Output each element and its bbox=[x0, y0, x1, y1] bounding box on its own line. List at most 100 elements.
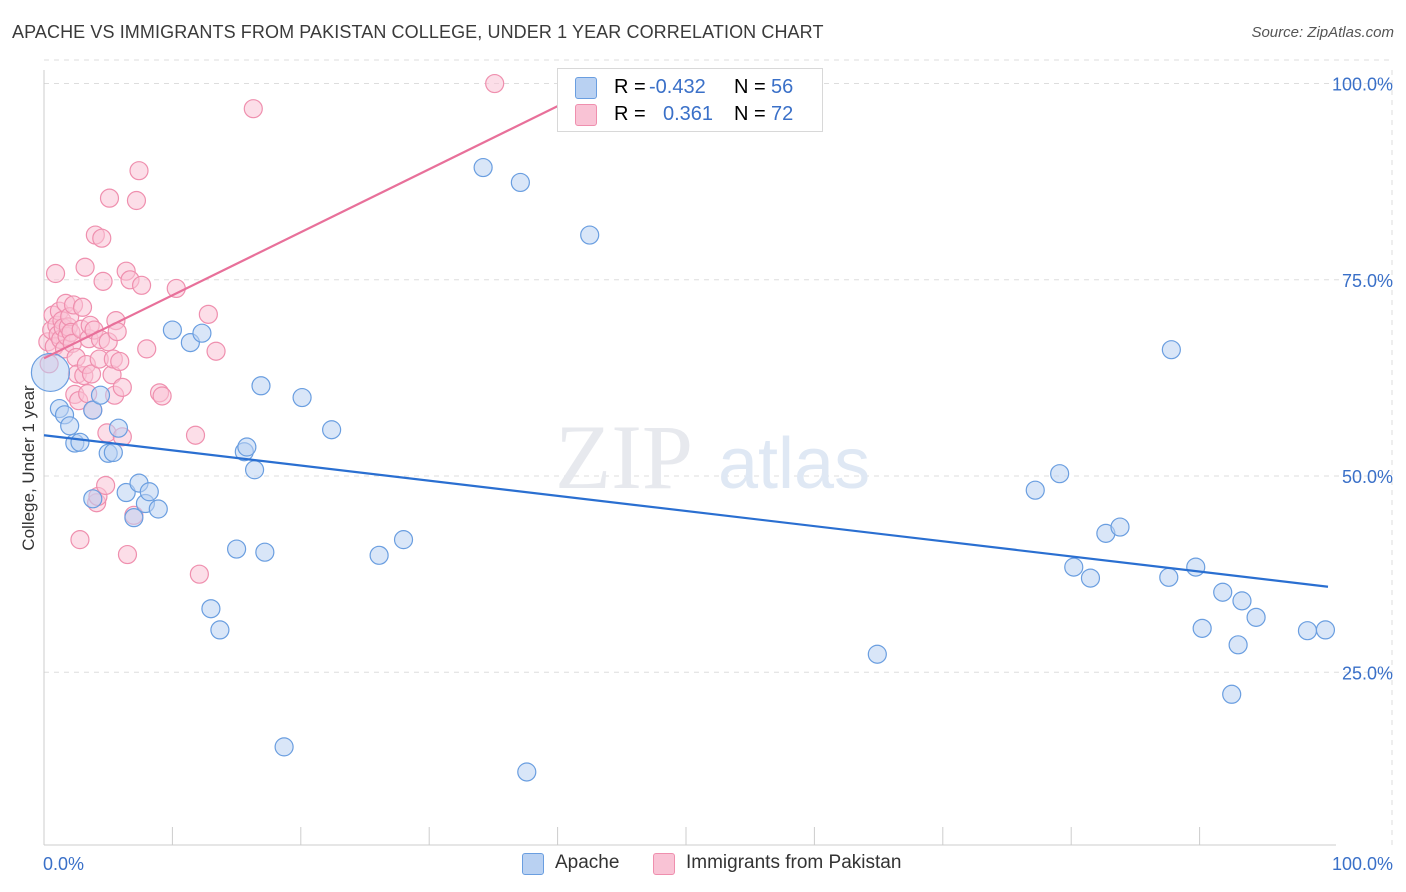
y-tick-label: 75.0% bbox=[1342, 271, 1393, 291]
apache-point bbox=[227, 539, 247, 559]
legend-swatch-apache bbox=[575, 77, 597, 99]
apache-point bbox=[1159, 567, 1179, 587]
apache-point bbox=[210, 620, 230, 640]
pakistan-point bbox=[81, 364, 102, 384]
pakistan-point bbox=[206, 341, 226, 361]
x-tick-label: 0.0% bbox=[43, 854, 84, 874]
legend-n-label-pakistan: N = bbox=[734, 103, 766, 125]
pakistan-point bbox=[129, 161, 149, 181]
apache-point bbox=[148, 499, 168, 519]
watermark-atlas: atlas bbox=[718, 424, 870, 504]
apache-point bbox=[517, 762, 537, 782]
pakistan-trend-line bbox=[43, 104, 560, 360]
chart-title: APACHE VS IMMIGRANTS FROM PAKISTAN COLLE… bbox=[12, 22, 824, 42]
watermark-zip: ZIP bbox=[555, 406, 693, 508]
apache-point bbox=[255, 542, 275, 562]
pakistan-point bbox=[131, 275, 152, 295]
pakistan-point bbox=[185, 425, 206, 445]
legend-n-value-pakistan: 72 bbox=[771, 103, 794, 125]
apache-point bbox=[1228, 635, 1248, 655]
axis-layer bbox=[43, 70, 1336, 846]
pakistan-point bbox=[166, 278, 186, 299]
apache-point bbox=[1064, 557, 1084, 577]
pakistan-point bbox=[99, 188, 120, 208]
y-tick-label: 50.0% bbox=[1342, 467, 1393, 487]
apache-point bbox=[1232, 591, 1252, 611]
y-tick-label: 25.0% bbox=[1342, 663, 1393, 683]
legend-box: R = -0.432 N = 56 R = 0.361 N = 72 bbox=[557, 68, 823, 132]
apache-point bbox=[274, 737, 294, 757]
pakistan-point bbox=[117, 544, 138, 565]
legend-n-label-apache: N = bbox=[734, 76, 766, 98]
apache-point bbox=[70, 432, 90, 452]
apache-point bbox=[1025, 480, 1045, 500]
apache-point bbox=[83, 400, 103, 420]
apache-point bbox=[244, 460, 265, 480]
pakistan-point bbox=[112, 377, 132, 397]
apache-trend-line bbox=[43, 434, 1329, 588]
apache-point bbox=[369, 545, 389, 565]
pakistan-point bbox=[198, 304, 218, 324]
chart-source: Source: ZipAtlas.com bbox=[1251, 24, 1394, 41]
pakistan-point bbox=[96, 475, 116, 496]
apache-point bbox=[1222, 684, 1242, 704]
apache-point bbox=[30, 352, 71, 393]
pakistan-point bbox=[126, 190, 147, 211]
apache-point bbox=[60, 416, 80, 436]
pakistan-point bbox=[137, 339, 157, 359]
apache-point bbox=[393, 530, 414, 550]
apache-point bbox=[322, 420, 342, 440]
legend-r-label-pakistan: R = bbox=[614, 103, 646, 125]
apache-point bbox=[1080, 568, 1101, 588]
apache-point bbox=[1161, 340, 1181, 360]
y-tick-label: 100.0% bbox=[1332, 75, 1393, 95]
apache-point bbox=[83, 489, 103, 509]
apache-point bbox=[1192, 618, 1212, 638]
apache-point bbox=[108, 418, 129, 438]
apache-point bbox=[201, 599, 221, 619]
apache-point bbox=[139, 482, 159, 502]
pakistan-point bbox=[72, 297, 93, 317]
bottom-legend-swatch-apache bbox=[522, 853, 544, 875]
pakistan-point bbox=[93, 271, 113, 291]
pakistan-point bbox=[485, 73, 505, 94]
pakistan-point bbox=[75, 257, 95, 277]
apache-point bbox=[473, 157, 493, 178]
pakistan-point bbox=[110, 351, 130, 372]
pakistan-point bbox=[92, 228, 112, 248]
points-pakistan bbox=[38, 73, 505, 584]
trend-layer bbox=[43, 104, 1329, 588]
apache-point bbox=[1246, 607, 1266, 627]
apache-point bbox=[237, 437, 257, 457]
apache-point bbox=[251, 376, 271, 396]
points-apache bbox=[30, 157, 1336, 782]
apache-point bbox=[1110, 517, 1130, 537]
apache-point bbox=[867, 644, 887, 664]
legend-r-label-apache: R = bbox=[614, 76, 646, 98]
pakistan-point bbox=[70, 530, 90, 550]
grid-layer bbox=[44, 59, 1393, 845]
x-tick-label: 100.0% bbox=[1332, 854, 1393, 874]
apache-point bbox=[192, 323, 212, 343]
apache-point bbox=[1213, 582, 1233, 602]
pakistan-point bbox=[189, 564, 209, 584]
legend-n-value-apache: 56 bbox=[771, 76, 794, 98]
bottom-legend-label-apache: Apache bbox=[555, 852, 620, 873]
apache-point bbox=[116, 482, 136, 503]
apache-point bbox=[510, 172, 530, 193]
legend-swatch-pakistan bbox=[575, 104, 597, 126]
apache-point bbox=[580, 225, 600, 245]
pakistan-point bbox=[152, 386, 172, 406]
bottom-legend-swatch-pakistan bbox=[653, 853, 675, 875]
apache-point bbox=[90, 385, 111, 405]
legend-r-value-pakistan: 0.361 bbox=[663, 103, 714, 125]
pakistan-point bbox=[243, 99, 263, 119]
apache-point bbox=[1186, 557, 1206, 577]
bottom-legend-label-pakistan: Immigrants from Pakistan bbox=[686, 852, 902, 873]
label-layer: 25.0% 50.0% 75.0% 100.0% 0.0% 100.0% College, … bbox=[19, 75, 1393, 874]
watermark: ZIP atlas bbox=[555, 406, 870, 508]
y-axis-label: College, Under 1 year bbox=[19, 385, 38, 551]
apache-point bbox=[1297, 621, 1318, 641]
apache-point bbox=[162, 320, 182, 340]
